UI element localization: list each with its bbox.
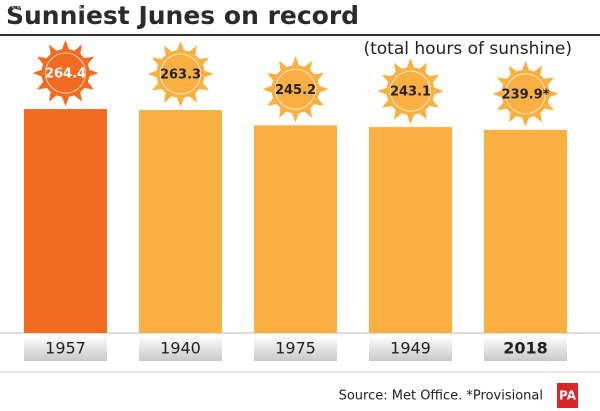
bar — [24, 109, 107, 334]
sun-ray — [377, 87, 388, 95]
sun-ray — [433, 87, 444, 95]
sun-ray — [32, 69, 43, 77]
watermark: dreamsastrology.com — [2, 2, 98, 12]
sun-ray — [61, 40, 70, 51]
bar — [484, 129, 567, 333]
sun-disc — [386, 67, 435, 116]
category-strip — [369, 335, 452, 361]
sun-ray — [147, 70, 158, 78]
chart-subtitle: (total hours of sunshine) — [363, 39, 572, 59]
x-tick-label: 1957 — [45, 339, 86, 358]
sun-disc — [41, 49, 90, 98]
category-strip — [24, 335, 107, 361]
sun-ray — [406, 113, 415, 125]
sun-icon — [377, 58, 444, 125]
category-strip — [254, 335, 337, 361]
sun-ray — [291, 112, 300, 123]
sun-inner — [159, 53, 202, 95]
sun-ray — [291, 56, 300, 67]
sun-icon — [262, 56, 329, 123]
sun-disc — [156, 49, 205, 98]
sun-ray — [88, 69, 99, 77]
sun-ray — [318, 85, 329, 94]
value-label: 243.1 — [390, 85, 431, 100]
sun-ray — [61, 95, 70, 107]
x-tick-label: 1949 — [390, 339, 431, 358]
sun-inner — [389, 70, 432, 112]
bar — [369, 127, 452, 333]
bar — [254, 125, 337, 333]
sun-ray — [203, 70, 214, 78]
value-label: 239.9* — [502, 87, 550, 102]
sun-ray — [548, 89, 559, 98]
sun-disc — [501, 69, 550, 118]
sun-ray — [406, 58, 415, 69]
value-label: 263.3 — [160, 67, 201, 82]
sun-ray — [492, 89, 503, 98]
sun-icon — [32, 40, 99, 107]
sun-ray — [521, 116, 530, 127]
sun-icon — [492, 60, 559, 127]
logo-box — [557, 383, 578, 408]
sun-disc — [271, 65, 320, 114]
sun-inner — [44, 52, 87, 94]
chart-title: Sunniest Junes on record — [6, 1, 359, 30]
sun-ray — [521, 60, 530, 72]
bar — [139, 109, 222, 334]
sun-ray — [176, 96, 185, 107]
x-tick-label: 2018 — [503, 339, 548, 358]
sun-ray — [176, 41, 185, 52]
logo: PA — [559, 389, 577, 403]
value-label: 245.2 — [275, 83, 316, 98]
category-strip — [484, 335, 567, 361]
sun-ray — [262, 85, 273, 94]
value-label: 264.4 — [45, 67, 86, 82]
source-note: Source: Met Office. *Provisional — [339, 389, 543, 404]
sun-inner — [504, 73, 547, 115]
x-tick-label: 1975 — [275, 339, 316, 358]
sun-inner — [274, 68, 317, 110]
category-strip — [139, 335, 222, 361]
sun-icon — [147, 41, 214, 107]
x-tick-label: 1940 — [160, 339, 201, 358]
